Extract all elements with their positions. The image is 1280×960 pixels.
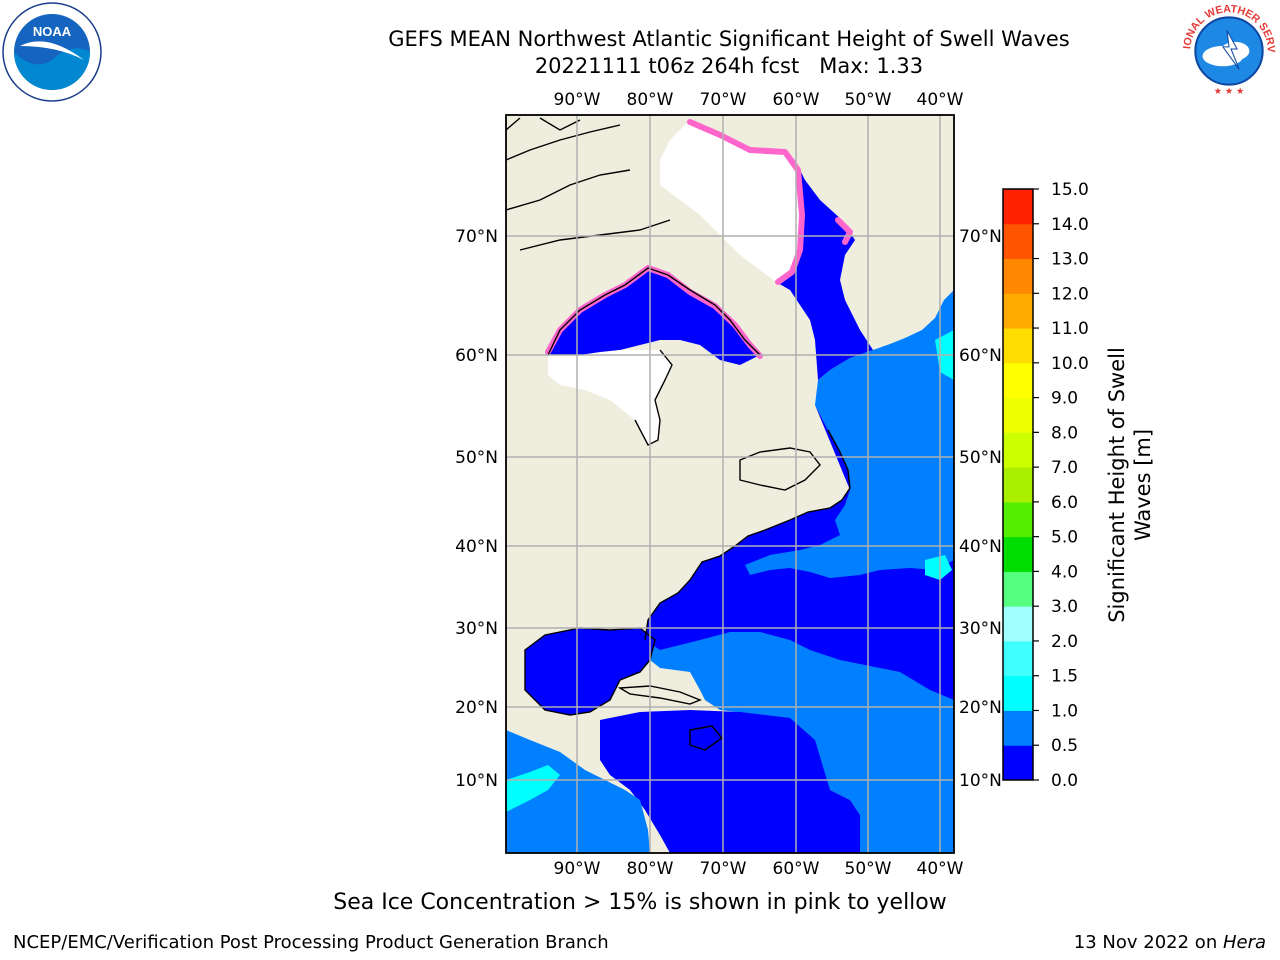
lon-label-top: 60°W	[773, 90, 820, 110]
colorbar-tick-label: 12.0	[1051, 284, 1089, 304]
lon-labels-bottom: 90°W 80°W 70°W 60°W 50°W 40°W	[554, 859, 964, 879]
colorbar-segment	[1003, 397, 1033, 433]
footer-host: Hera	[1222, 932, 1266, 953]
colorbar-tick-label: 15.0	[1051, 180, 1089, 200]
colorbar	[1003, 189, 1033, 781]
lon-label-bottom: 40°W	[917, 859, 964, 879]
colorbar-tick-label: 10.0	[1051, 354, 1089, 374]
colorbar-tick-label: 13.0	[1051, 250, 1089, 270]
lat-label-left: 70°N	[455, 227, 498, 247]
colorbar-tick-label: 3.0	[1051, 597, 1078, 617]
lat-label-left: 60°N	[455, 346, 498, 366]
colorbar-label-line-1: Significant Height of Swell	[1105, 347, 1129, 623]
lat-label-right: 10°N	[959, 771, 1002, 791]
lat-label-right: 20°N	[959, 698, 1002, 718]
colorbar-tick-label: 5.0	[1051, 528, 1078, 548]
colorbar-tick-label: 1.0	[1051, 701, 1078, 721]
sea-ice-note: Sea Ice Concentration > 15% is shown in …	[333, 890, 947, 915]
lon-label-top: 90°W	[554, 90, 601, 110]
lon-labels-top: 90°W 80°W 70°W 60°W 50°W 40°W	[554, 90, 964, 110]
lat-label-left: 40°N	[455, 537, 498, 557]
footer-credit: NCEP/EMC/Verification Post Processing Pr…	[13, 932, 609, 953]
footer-date-text: 13 Nov 2022 on	[1073, 932, 1223, 953]
colorbar-tick-label: 2.0	[1051, 632, 1078, 652]
lat-label-right: 50°N	[959, 448, 1002, 468]
lon-label-bottom: 90°W	[554, 859, 601, 879]
colorbar-segment	[1003, 293, 1033, 329]
colorbar-segment	[1003, 223, 1033, 260]
colorbar-segment	[1003, 362, 1033, 399]
caribbean-sea	[600, 710, 860, 853]
hudson-masked-area	[548, 350, 672, 445]
pacific-swell-1.0-1.5	[506, 765, 560, 812]
gulf-of-mexico	[525, 628, 655, 715]
colorbar-tick-label: 7.0	[1051, 458, 1078, 478]
colorbar-frame	[1002, 188, 1034, 781]
lon-label-top: 50°W	[845, 90, 892, 110]
lat-labels-left: 10°N 20°N 30°N 40°N 50°N 60°N 70°N	[455, 227, 498, 791]
lon-label-top: 70°W	[700, 90, 747, 110]
lon-label-bottom: 50°W	[845, 859, 892, 879]
lat-label-left: 30°N	[455, 619, 498, 639]
title-line-2: 20221111 t06z 264h fcst Max: 1.33	[534, 54, 924, 78]
colorbar-tick-label: 1.5	[1051, 667, 1078, 687]
colorbar-tick-label: 6.0	[1051, 493, 1078, 513]
title-line-1: GEFS MEAN Northwest Atlantic Significant…	[388, 27, 1070, 51]
colorbar-segment	[1003, 467, 1033, 503]
lat-label-left: 10°N	[455, 771, 498, 791]
pacific-ocean	[506, 730, 650, 853]
lat-label-right: 40°N	[959, 537, 1002, 557]
arctic-masked-area	[660, 120, 800, 282]
lon-label-top: 40°W	[917, 90, 964, 110]
noaa-logo-text: NOAA	[33, 24, 72, 39]
colorbar-segment	[1003, 501, 1033, 538]
noaa-logo: NOAA	[2, 2, 102, 102]
footer-date: 13 Nov 2022 on Hera	[1074, 932, 1266, 953]
colorbar-segment	[1003, 328, 1033, 364]
colorbar-tick-label: 14.0	[1051, 215, 1089, 235]
colorbar-tick-label: 11.0	[1051, 319, 1089, 339]
chart-title: GEFS MEAN Northwest Atlantic Significant…	[0, 26, 1280, 80]
lat-label-left: 20°N	[455, 698, 498, 718]
colorbar-segment	[1003, 675, 1033, 711]
colorbar-segment	[1003, 536, 1033, 572]
lat-label-left: 50°N	[455, 448, 498, 468]
lat-label-right: 70°N	[959, 227, 1002, 247]
colorbar-segment	[1003, 189, 1033, 225]
colorbar-tick-label: 0.5	[1051, 736, 1078, 756]
lon-label-bottom: 80°W	[627, 859, 674, 879]
lat-label-right: 30°N	[959, 619, 1002, 639]
lat-labels-right: 10°N 20°N 30°N 40°N 50°N 60°N 70°N	[959, 227, 1002, 791]
hudson-bay	[548, 268, 760, 365]
map-plot	[506, 115, 954, 853]
colorbar-segment	[1003, 258, 1033, 294]
colorbar-tick-label: 4.0	[1051, 562, 1078, 582]
colorbar-tick-label: 0.0	[1051, 771, 1078, 791]
colorbar-tick-label: 8.0	[1051, 423, 1078, 443]
colorbar-segment	[1003, 606, 1033, 642]
atlantic-swell-1.0-1.5-a	[925, 555, 952, 580]
lon-label-top: 80°W	[627, 90, 674, 110]
lat-label-right: 60°N	[959, 346, 1002, 366]
svg-text:★ ★ ★: ★ ★ ★	[1214, 86, 1245, 97]
colorbar-segment	[1003, 745, 1033, 781]
lon-label-bottom: 60°W	[773, 859, 820, 879]
colorbar-segment	[1003, 640, 1033, 677]
colorbar-segment	[1003, 571, 1033, 607]
nws-logo: NATIONAL WEATHER SERVICE ★ ★ ★	[1178, 0, 1278, 100]
colorbar-ticks: 0.0 0.5 1.0 1.5 2.0 3.0 4.0 5.0 6.0 7.0 8.0 9.0 10.0…	[1033, 180, 1089, 791]
colorbar-segment	[1003, 710, 1033, 746]
colorbar-segment	[1003, 432, 1033, 468]
map-frame	[505, 114, 955, 854]
colorbar-tick-label: 9.0	[1051, 389, 1078, 409]
colorbar-label-line-2: Waves [m]	[1131, 429, 1155, 541]
lon-label-bottom: 70°W	[700, 859, 747, 879]
map-grid	[506, 115, 954, 853]
